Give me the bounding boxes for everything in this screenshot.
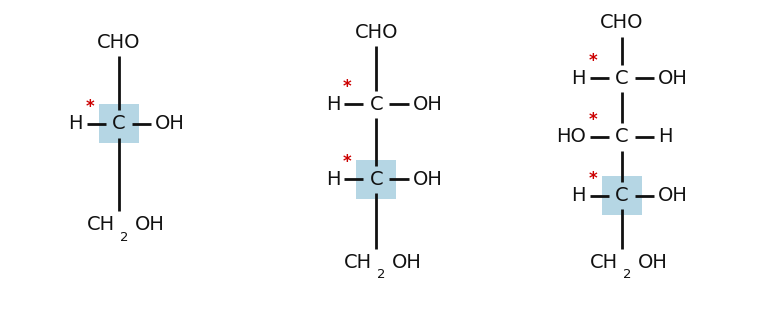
Text: H: H xyxy=(658,127,673,146)
Text: C: C xyxy=(369,170,383,189)
Text: OH: OH xyxy=(637,253,667,272)
Text: CH: CH xyxy=(344,253,372,272)
Text: OH: OH xyxy=(658,186,688,205)
Text: 2: 2 xyxy=(623,268,632,281)
Text: *: * xyxy=(85,98,94,116)
Text: H: H xyxy=(571,69,586,88)
Text: H: H xyxy=(326,170,340,189)
Text: HO: HO xyxy=(556,127,586,146)
Text: OH: OH xyxy=(155,114,185,133)
Text: CH: CH xyxy=(87,215,115,234)
Text: OH: OH xyxy=(412,170,442,189)
Text: C: C xyxy=(369,95,383,114)
Bar xyxy=(602,176,642,215)
Text: OH: OH xyxy=(412,95,442,114)
Text: OH: OH xyxy=(134,215,164,234)
Text: *: * xyxy=(343,78,352,96)
Text: C: C xyxy=(615,69,629,88)
Text: H: H xyxy=(326,95,340,114)
Text: H: H xyxy=(571,186,586,205)
Text: *: * xyxy=(588,52,598,70)
Text: *: * xyxy=(343,153,352,171)
Text: CHO: CHO xyxy=(601,13,644,32)
Text: OH: OH xyxy=(658,69,688,88)
Text: C: C xyxy=(615,186,629,205)
Text: C: C xyxy=(112,114,126,133)
Text: CHO: CHO xyxy=(355,23,398,42)
Text: CHO: CHO xyxy=(98,33,141,52)
Text: H: H xyxy=(68,114,83,133)
Bar xyxy=(99,104,139,143)
Text: *: * xyxy=(588,111,598,129)
Text: OH: OH xyxy=(392,253,422,272)
Text: 2: 2 xyxy=(120,231,129,244)
Text: *: * xyxy=(588,170,598,188)
Bar xyxy=(356,160,396,199)
Text: C: C xyxy=(615,127,629,146)
Text: CH: CH xyxy=(590,253,618,272)
Text: 2: 2 xyxy=(377,268,386,281)
